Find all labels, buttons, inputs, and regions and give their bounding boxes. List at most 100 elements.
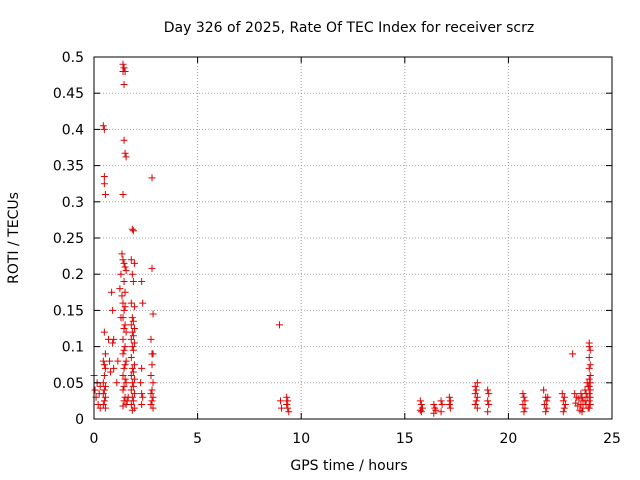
data-point xyxy=(471,401,479,409)
data-point xyxy=(121,263,129,271)
data-point xyxy=(148,361,156,369)
data-point xyxy=(540,386,548,394)
data-point xyxy=(119,335,127,343)
data-point xyxy=(129,317,137,325)
data-point xyxy=(586,401,594,409)
data-point xyxy=(138,390,146,398)
data-point xyxy=(585,375,593,383)
data-point xyxy=(101,404,109,412)
data-point xyxy=(100,397,108,405)
y-tick-label: 0.15 xyxy=(53,303,84,319)
data-point xyxy=(437,397,445,405)
axis-ticks xyxy=(93,56,613,420)
data-point xyxy=(119,191,127,199)
data-point xyxy=(127,353,135,361)
data-point xyxy=(128,406,136,414)
data-point xyxy=(122,357,130,365)
data-point xyxy=(121,375,129,383)
data-point xyxy=(129,397,137,405)
x-tick-label: 0 xyxy=(90,431,99,447)
data-point xyxy=(119,256,127,264)
data-point xyxy=(119,299,127,307)
data-point xyxy=(120,64,128,72)
data-point xyxy=(139,393,147,401)
data-point xyxy=(116,285,124,293)
x-tick-label: 5 xyxy=(193,431,202,447)
data-point xyxy=(101,382,109,390)
data-point xyxy=(130,390,138,398)
data-point xyxy=(485,401,493,409)
data-point xyxy=(149,404,157,412)
x-tick-labels: 0 5 10 15 20 25 xyxy=(90,431,621,447)
y-axis-label: ROTI / TECUs xyxy=(6,192,22,284)
data-point xyxy=(128,343,136,351)
data-point xyxy=(585,404,593,412)
data-point xyxy=(120,259,128,267)
data-point xyxy=(472,386,480,394)
data-point xyxy=(122,267,130,275)
data-point xyxy=(285,408,293,416)
data-point xyxy=(110,335,118,343)
y-tick-label: 0.25 xyxy=(53,231,84,247)
data-point xyxy=(99,122,107,130)
data-point xyxy=(417,401,425,409)
data-point xyxy=(130,375,138,383)
data-point xyxy=(585,397,593,405)
data-point xyxy=(128,270,136,278)
data-point xyxy=(586,379,594,387)
data-point xyxy=(578,408,586,416)
data-point xyxy=(100,125,108,133)
grid-lines xyxy=(94,57,612,419)
data-point xyxy=(119,350,127,358)
data-point xyxy=(109,306,117,314)
data-point xyxy=(101,364,109,372)
data-point xyxy=(137,379,145,387)
data-point xyxy=(585,382,593,390)
data-point xyxy=(130,339,138,347)
data-point xyxy=(121,288,129,296)
x-tick-label: 15 xyxy=(396,431,414,447)
data-point xyxy=(149,350,157,358)
data-point xyxy=(438,401,446,409)
data-point xyxy=(445,401,453,409)
data-point xyxy=(542,408,550,416)
data-point xyxy=(120,346,128,354)
data-point xyxy=(575,395,583,403)
data-point xyxy=(118,292,126,300)
data-point xyxy=(121,343,129,351)
y-tick-label: 0.05 xyxy=(53,376,84,392)
data-point xyxy=(121,67,129,75)
data-point xyxy=(91,386,99,394)
data-point xyxy=(147,390,155,398)
data-point xyxy=(129,332,137,340)
data-point xyxy=(276,397,284,405)
data-point xyxy=(484,408,492,416)
data-point xyxy=(484,386,492,394)
data-point xyxy=(586,361,594,369)
data-point xyxy=(99,390,107,398)
y-tick-label: 0.35 xyxy=(53,159,84,175)
x-tick-label: 20 xyxy=(499,431,517,447)
data-point xyxy=(119,60,127,68)
data-point xyxy=(559,408,567,416)
data-point xyxy=(120,364,128,372)
data-point xyxy=(585,390,593,398)
data-point xyxy=(129,346,137,354)
data-point xyxy=(100,361,108,369)
data-point xyxy=(149,310,157,318)
data-point xyxy=(101,191,109,199)
data-point xyxy=(99,401,107,409)
data-point xyxy=(122,379,130,387)
data-point xyxy=(586,346,594,354)
data-point xyxy=(149,379,157,387)
data-point xyxy=(120,325,128,332)
data-point xyxy=(127,335,135,343)
data-point xyxy=(472,397,480,405)
data-point xyxy=(109,339,117,347)
y-tick-label: 0.3 xyxy=(62,195,84,211)
data-point xyxy=(283,393,291,401)
data-point xyxy=(129,277,137,285)
data-point xyxy=(149,393,157,401)
data-point xyxy=(521,397,529,405)
